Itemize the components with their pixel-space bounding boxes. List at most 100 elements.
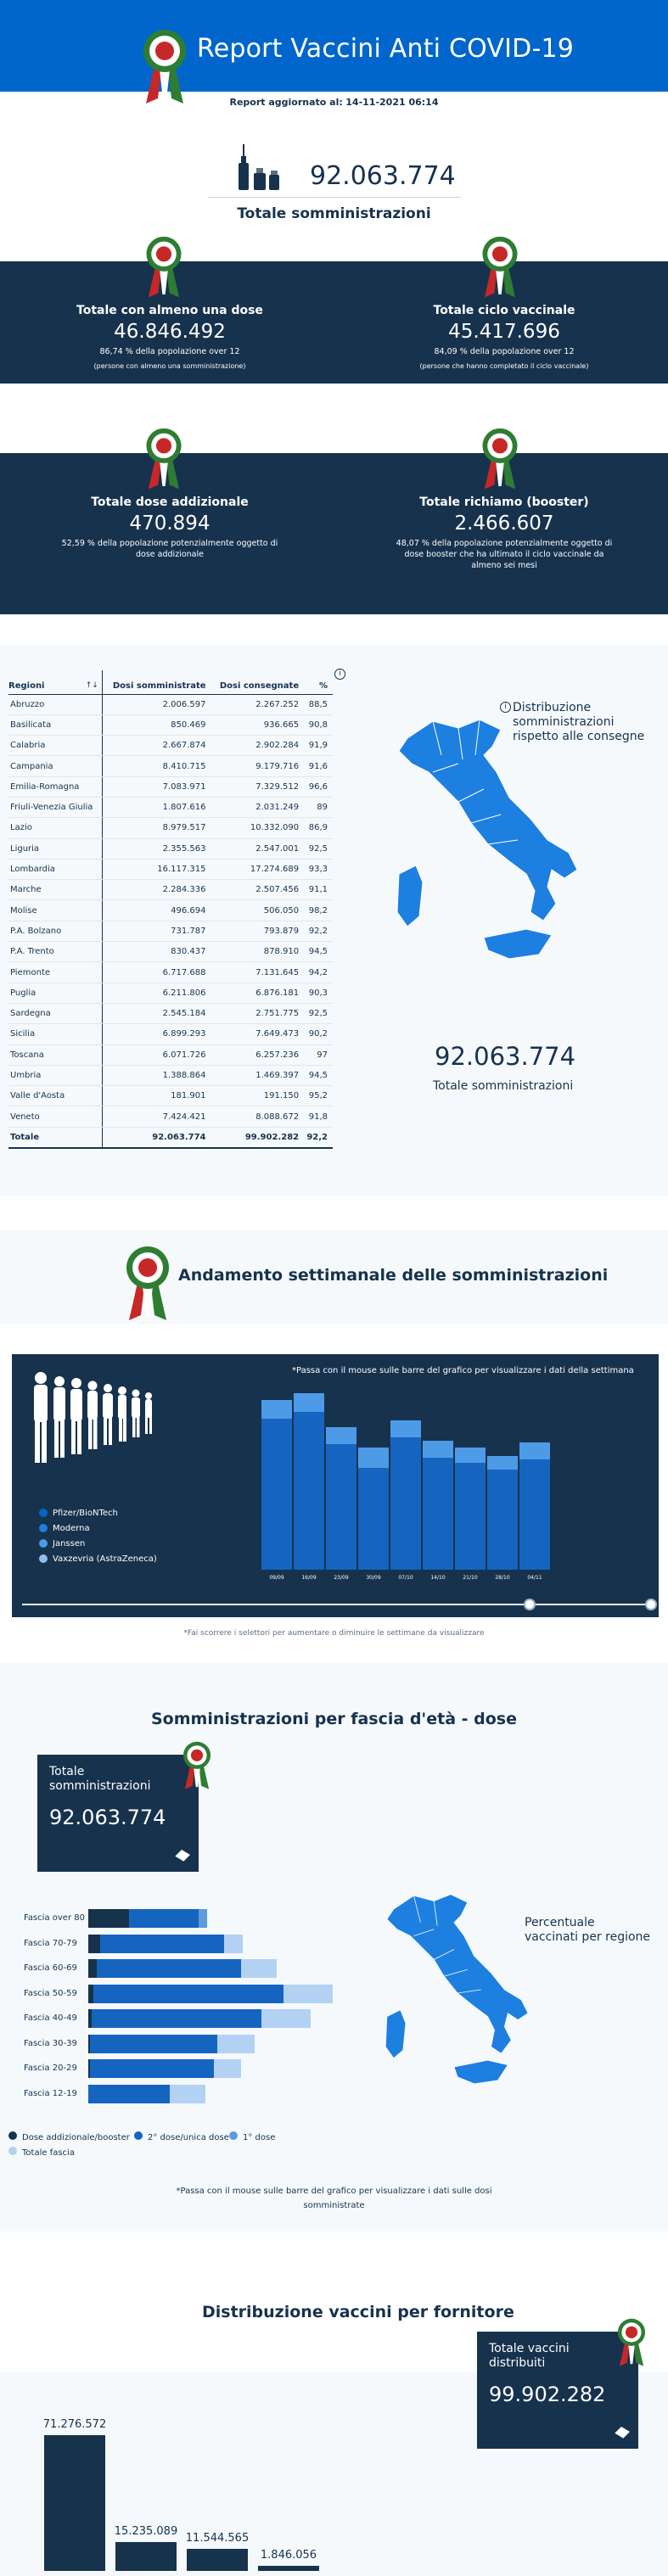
weekly-bar-segment[interactable] [455, 1463, 486, 1570]
col-header-dosi-somministrate[interactable]: Dosi somministrate [102, 670, 211, 695]
supplier-bar[interactable] [258, 2566, 319, 2571]
weekly-bar-segment[interactable] [455, 1448, 486, 1463]
table-row[interactable]: Molise 496.694 506.050 98,2 [8, 899, 333, 921]
table-row[interactable]: Basilicata 850.469 936.665 90,8 [8, 714, 333, 736]
age-bar-segment[interactable] [88, 1959, 97, 1978]
age-bar-segment[interactable] [90, 2034, 217, 2053]
table-row[interactable]: Lombardia 16.117.315 17.274.689 93,3 [8, 859, 333, 881]
supplier-bar[interactable] [115, 2541, 177, 2571]
card-value: 2.466.607 [454, 512, 554, 535]
table-row[interactable]: Lazio 8.979.517 10.332.090 86,9 [8, 817, 333, 839]
weekly-bar-segment[interactable] [423, 1458, 453, 1570]
weekly-bar-segment[interactable] [487, 1456, 518, 1470]
table-row[interactable]: Veneto 7.424.421 8.088.672 91,8 [8, 1106, 333, 1128]
table-row[interactable]: Sicilia 6.899.293 7.649.473 90,2 [8, 1023, 333, 1045]
age-bar-segment[interactable] [88, 1934, 100, 1953]
age-bar-segment[interactable] [88, 2009, 92, 2028]
age-bar-segment[interactable] [88, 2059, 90, 2078]
col-header-percent[interactable]: % [304, 670, 333, 695]
weekly-bar-segment[interactable] [423, 1441, 453, 1458]
weekly-bar-segment[interactable] [294, 1393, 324, 1412]
weekly-bar-segment[interactable] [261, 1419, 292, 1570]
weekly-x-label: 30/09 [366, 1575, 381, 1581]
age-bar-segment[interactable] [100, 1934, 224, 1953]
eraser-icon[interactable] [613, 2425, 632, 2439]
age-bar-segment[interactable] [170, 2084, 205, 2103]
sort-icon[interactable]: ↑↓ [85, 680, 98, 690]
table-row[interactable]: Abruzzo 2.006.597 2.267.252 88,5 [8, 694, 333, 715]
page-title: Report Vaccini Anti COVID-19 [197, 34, 575, 64]
age-legend-item[interactable]: Dose addizionale/booster [8, 2131, 130, 2142]
table-cell: 7.131.645 [211, 961, 305, 983]
total-cell: 92,2 [304, 1127, 333, 1149]
age-bar-segment[interactable] [88, 2034, 90, 2053]
legend-item[interactable]: Vaxzevria (AstraZeneca) [39, 1551, 157, 1566]
weekly-bar-segment[interactable] [390, 1420, 421, 1437]
age-note-line: somministrate [303, 2201, 365, 2210]
table-row[interactable]: Campania 8.410.715 9.179.716 91,6 [8, 755, 333, 777]
weekly-bar-segment[interactable] [487, 1470, 518, 1570]
age-bar-segment[interactable] [88, 1909, 129, 1928]
legend-item[interactable]: Janssen [39, 1536, 157, 1551]
table-row[interactable]: Piemonte 6.717.688 7.131.645 94,2 [8, 961, 333, 983]
italy-map[interactable] [382, 704, 586, 976]
supplier-bar[interactable] [187, 2549, 248, 2571]
age-bar-segment[interactable] [97, 1959, 241, 1978]
col-header-regioni[interactable]: Regioni ↑↓ [8, 670, 103, 695]
queue-people-icon [34, 1372, 152, 1463]
weekly-bar-segment[interactable] [326, 1444, 356, 1570]
slider-handle-left[interactable] [524, 1599, 536, 1610]
age-bar-segment[interactable] [241, 1959, 277, 1978]
legend-swatch [39, 1539, 48, 1548]
age-bar-segment[interactable] [214, 2059, 241, 2078]
age-bar-segment[interactable] [261, 2009, 311, 2028]
table-row[interactable]: Puglia 6.211.806 6.876.181 90,3 [8, 983, 333, 1004]
eraser-icon[interactable] [173, 1848, 192, 1862]
info-icon[interactable]: i [334, 669, 345, 680]
legend-item[interactable]: Moderna [39, 1520, 157, 1536]
col-header-dosi-consegnate[interactable]: Dosi consegnate [211, 670, 305, 695]
weekly-bar-segment[interactable] [326, 1427, 356, 1444]
table-row[interactable]: Marche 2.284.336 2.507.456 91,1 [8, 879, 333, 901]
age-bar-segment[interactable] [88, 1984, 93, 2003]
supplier-bar[interactable] [44, 2435, 105, 2571]
slider-handle-right[interactable] [645, 1599, 657, 1610]
italy-map-age[interactable] [373, 1862, 535, 2117]
region-name-cell: Molise [8, 899, 103, 921]
age-legend-item[interactable]: 2° dose/unica dose [134, 2131, 229, 2142]
weekly-bar-segment[interactable] [294, 1412, 324, 1570]
table-row[interactable]: Emilia-Romagna 7.083.971 7.329.512 96,6 [8, 776, 333, 798]
table-row[interactable]: Toscana 6.071.726 6.257.236 97 [8, 1044, 333, 1066]
table-row[interactable]: Liguria 2.355.563 2.547.001 92,5 [8, 838, 333, 860]
weekly-bar-segment[interactable] [358, 1468, 389, 1570]
table-row[interactable]: Sardegna 2.545.184 2.751.775 92,5 [8, 1003, 333, 1025]
weekly-bar-segment[interactable] [390, 1437, 421, 1570]
table-row[interactable]: Umbria 1.388.864 1.469.397 94,5 [8, 1065, 333, 1087]
weekly-bar-segment[interactable] [358, 1448, 389, 1468]
table-row[interactable]: P.A. Bolzano 731.787 793.879 92,2 [8, 921, 333, 943]
table-row[interactable]: P.A. Trento 830.437 878.910 94,5 [8, 941, 333, 963]
table-row[interactable]: Valle d'Aosta 181.901 191.150 95,2 [8, 1085, 333, 1107]
weekly-bar-segment[interactable] [519, 1442, 550, 1459]
week-range-slider[interactable] [22, 1604, 650, 1605]
age-legend-item[interactable]: 1° dose [229, 2131, 275, 2142]
table-row[interactable]: Friuli-Venezia Giulia 1.807.616 2.031.249 8… [8, 797, 333, 819]
age-bar-segment[interactable] [199, 1909, 207, 1928]
age-legend-item[interactable]: Totale fascia [8, 2147, 75, 2158]
weekly-bar-segment[interactable] [261, 1400, 292, 1419]
weekly-bar-segment[interactable] [519, 1459, 550, 1570]
info-icon[interactable]: i [500, 702, 511, 713]
age-bar-segment[interactable] [129, 1909, 199, 1928]
age-bar-segment[interactable] [88, 2084, 170, 2103]
additional-dose-panel [0, 453, 668, 614]
age-bar-segment[interactable] [92, 2009, 261, 2028]
table-row[interactable]: Calabria 2.667.874 2.902.284 91,9 [8, 735, 333, 757]
age-bar-segment[interactable] [90, 2059, 214, 2078]
table-cell: 98,2 [304, 899, 333, 921]
italian-rosette-icon [617, 2318, 646, 2366]
age-bar-segment[interactable] [283, 1984, 333, 2003]
legend-item[interactable]: Pfizer/BioNTech [39, 1505, 157, 1520]
age-bar-segment[interactable] [217, 2034, 255, 2053]
age-bar-segment[interactable] [93, 1984, 283, 2003]
age-bar-segment[interactable] [224, 1934, 243, 1953]
